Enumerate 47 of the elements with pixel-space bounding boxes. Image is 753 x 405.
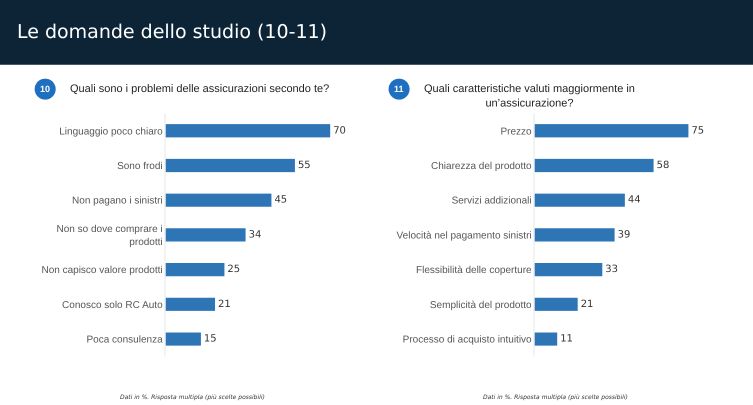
y-tick-label: Linguaggio poco chiaro — [59, 126, 164, 138]
data-label: 39 — [618, 229, 630, 240]
bar — [166, 228, 246, 242]
data-label: 34 — [248, 229, 262, 240]
y-tick-label: Non capisco valore prodotti — [41, 265, 163, 276]
data-label: 55 — [298, 160, 311, 171]
data-label: 33 — [605, 264, 618, 276]
y-tick-label: Poca consulenza — [86, 334, 164, 346]
bar — [534, 124, 688, 138]
y-tick-label: Chiarezza del prodotto — [431, 160, 532, 172]
bar — [534, 228, 615, 242]
data-label: 70 — [333, 125, 346, 136]
y-tick-label: Flessibilità delle coperture — [416, 265, 532, 276]
data-label: 11 — [560, 334, 573, 345]
data-label: 44 — [628, 194, 641, 206]
data-label: 25 — [227, 264, 240, 276]
text: Le domande dello studio (10-11) — [17, 21, 328, 43]
chart-title: Quali sono i problemi delle assicurazioni secondo te? — [70, 83, 330, 95]
bar — [166, 194, 272, 207]
y-tick-label: Processo di acquisto intuitivo — [402, 334, 532, 346]
bar — [534, 298, 578, 311]
y-tick-label: Servizi addizionali — [452, 196, 532, 207]
y-tick-label: Semplicità del prodotto — [430, 300, 532, 311]
data-label: 15 — [204, 334, 217, 345]
bar — [166, 158, 295, 172]
bar — [534, 263, 602, 276]
y-tick-label: Non so dove comprare i prodotti — [56, 224, 163, 248]
bar — [534, 194, 625, 207]
chart-title: Quali caratteristiche valuti maggiormente in un’assicurazione? — [424, 83, 635, 110]
bar — [166, 332, 201, 346]
data-label: 21 — [218, 298, 231, 310]
y-tick-label: Conosco solo RC Auto — [62, 300, 164, 311]
bar — [166, 263, 224, 276]
bar — [534, 332, 558, 346]
data-label: 58 — [656, 160, 670, 171]
y-tick-label: Non pagano i sinistri — [72, 196, 163, 207]
bar — [166, 298, 216, 311]
y-tick-label: Sono frodi — [117, 160, 163, 172]
data-label: 45 — [274, 194, 288, 206]
data-label: 75 — [691, 125, 704, 136]
bar — [534, 158, 654, 172]
bar — [166, 124, 330, 138]
data-label: 21 — [580, 298, 594, 310]
text: 10 — [40, 84, 50, 94]
y-tick-label: Velocità nel pagamento sinistri — [396, 230, 532, 242]
text: 11 — [394, 84, 404, 94]
y-tick-label: Prezzo — [500, 126, 532, 138]
